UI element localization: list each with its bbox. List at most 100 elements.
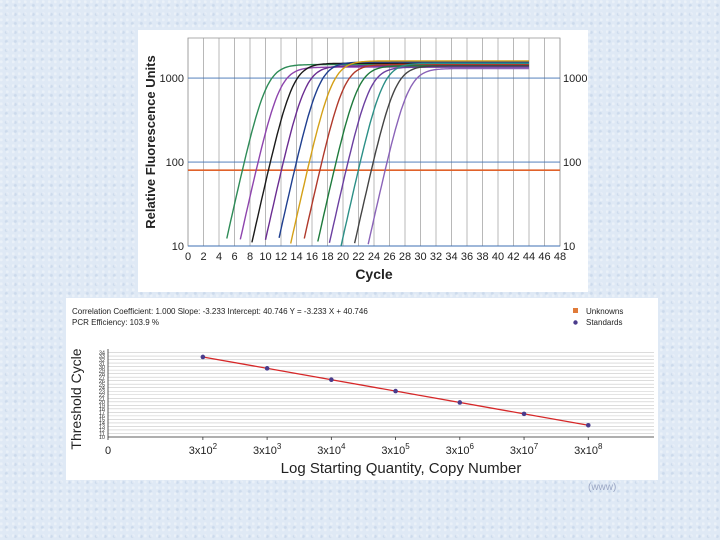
x-tick-label: 20 [337, 251, 349, 263]
x-tick-exponent: 8 [598, 442, 603, 451]
x-tick-label: 3x103 [253, 442, 282, 457]
y-tick-label: 31 [99, 361, 105, 367]
x-tick-label: 6 [231, 251, 237, 263]
y-tick-label: 25 [99, 382, 105, 388]
standard-curve-plot: Correlation Coefficient: 1.000 Slope: -3… [66, 298, 658, 480]
x-tick-label: 8 [247, 251, 253, 263]
legend-label-standards: Standards [586, 318, 622, 327]
y-tick-label: 26 [99, 379, 105, 385]
y-tick-label: 30 [99, 365, 105, 371]
y-tick-label-left: 1000 [160, 73, 184, 85]
legend-label-unknowns: Unknowns [586, 307, 623, 316]
legend-marker-unknowns [573, 308, 578, 313]
x-tick-exponent: 6 [470, 442, 475, 451]
x-tick-label: 0 [105, 445, 111, 457]
y-tick-label: 11 [99, 432, 105, 438]
y-tick-label: 22 [99, 393, 105, 399]
x-tick-exponent: 4 [341, 442, 346, 451]
y-tick-label: 13 [99, 425, 105, 431]
x-tick-exponent: 2 [213, 442, 218, 451]
x-tick-label: 18 [321, 251, 333, 263]
y-tick-label: 24 [99, 386, 105, 392]
y-axis-title: Threshold Cycle [68, 348, 84, 449]
x-axis-title: Cycle [355, 266, 393, 282]
x-tick-label: 3x104 [317, 442, 346, 457]
standard-point [264, 366, 270, 371]
y-tick-label: 21 [99, 396, 105, 402]
x-tick-base: 3x10 [510, 445, 534, 457]
x-tick-base: 3x10 [189, 445, 213, 457]
amplification-plot: 0 2 4 6 8 10 12 14 16 18 20 22 24 26 28 30 32 34 36 38 40 42 4… [138, 30, 588, 292]
legend-marker-standards [573, 320, 578, 325]
y-tick-label: 28 [99, 372, 105, 378]
amplification-curve [328, 66, 529, 243]
y-tick-label: 14 [99, 421, 105, 427]
y-tick-label: 34 [99, 351, 105, 357]
x-tick-label: 26 [383, 251, 395, 263]
x-tick-base: 0 [105, 445, 111, 457]
x-tick-exponent: 3 [277, 442, 282, 451]
standard-point [521, 411, 527, 417]
y-tick-label-left: 10 [172, 241, 184, 253]
amplification-curve [340, 62, 529, 247]
y-tick-label: 17 [99, 411, 105, 417]
x-tick-base: 3x10 [317, 445, 341, 457]
footer-link[interactable]: (www) [588, 482, 617, 493]
y-tick-label-right: 1000 [563, 73, 587, 85]
x-tick-label: 12 [275, 251, 287, 263]
y-tick-label: 15 [99, 418, 105, 424]
x-axis-title: Log Starting Quantity, Copy Number [281, 460, 522, 477]
x-tick-exponent: 7 [534, 442, 539, 451]
amplification-curve [290, 60, 529, 244]
x-tick-label: 3x105 [381, 442, 410, 457]
y-axis-title: Relative Fluorescence Units [143, 55, 158, 228]
standard-point [393, 388, 398, 394]
x-tick-label: 38 [476, 251, 488, 263]
x-tick-label: 28 [399, 251, 411, 263]
x-tick-label: 2 [200, 251, 206, 263]
x-tick-label: 3x102 [189, 442, 218, 457]
standard-point [329, 377, 334, 383]
y-tick-label: 27 [99, 375, 105, 381]
x-tick-label: 10 [259, 251, 271, 263]
x-tick-label: 48 [554, 251, 566, 263]
y-tick-label: 29 [99, 368, 105, 374]
x-tick-label: 30 [414, 251, 426, 263]
y-tick-label: 33 [99, 354, 105, 360]
standard-point [585, 422, 591, 428]
x-tick-label: 22 [352, 251, 364, 263]
amplification-curve [353, 65, 529, 244]
x-tick-label: 14 [290, 251, 302, 263]
x-tick-label: 44 [523, 251, 535, 263]
y-tick-label: 32 [99, 358, 105, 364]
standard-point [200, 354, 206, 360]
x-tick-exponent: 5 [405, 442, 410, 451]
y-tick-label-right: 100 [563, 157, 581, 169]
x-tick-label: 32 [430, 251, 442, 263]
x-tick-label: 34 [445, 251, 457, 263]
x-tick-label: 36 [461, 251, 473, 263]
y-tick-label-right: 10 [563, 241, 575, 253]
x-tick-label: 42 [507, 251, 519, 263]
standard-point [457, 400, 463, 405]
amplification-curve [367, 67, 529, 245]
x-tick-base: 3x10 [381, 445, 405, 457]
y-tick-label: 10 [99, 435, 105, 441]
x-tick-label: 24 [368, 251, 380, 263]
x-tick-label: 16 [306, 251, 318, 263]
x-tick-label: 4 [216, 251, 222, 263]
x-tick-base: 3x10 [574, 445, 598, 457]
y-tick-label: 16 [99, 414, 105, 420]
x-tick-base: 3x10 [253, 445, 277, 457]
x-tick-label: 3x108 [574, 442, 603, 457]
y-tick-label: 19 [99, 404, 105, 410]
x-tick-label: 40 [492, 251, 504, 263]
y-tick-label: 20 [99, 400, 105, 406]
efficiency-line: PCR Efficiency: 103.9 % [72, 318, 159, 327]
x-tick-base: 3x10 [446, 445, 470, 457]
x-tick-label: 46 [538, 251, 550, 263]
y-tick-label-left: 100 [166, 157, 184, 169]
x-tick-label: 3x107 [510, 442, 539, 457]
y-tick-label: 12 [99, 428, 105, 434]
y-tick-label: 23 [99, 389, 105, 395]
